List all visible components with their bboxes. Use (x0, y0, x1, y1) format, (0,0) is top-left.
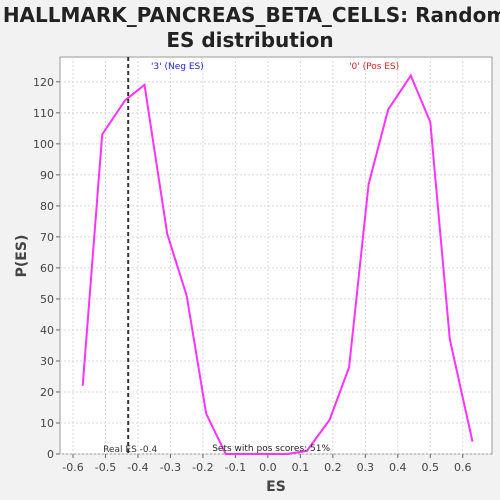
y-tick-label: 90 (40, 169, 54, 182)
x-tick-label: 0.6 (454, 461, 472, 474)
x-tick-label: -0.3 (160, 461, 181, 474)
x-tick-label: -0.2 (192, 461, 213, 474)
y-axis-title: P(ES) (14, 235, 30, 278)
x-tick-label: 0.3 (357, 461, 375, 474)
pos-es-label: '0' (Pos ES) (349, 62, 399, 72)
y-tick-label: 0 (47, 448, 54, 461)
neg-es-label: '3' (Neg ES) (151, 62, 204, 72)
x-tick-label: 0.1 (292, 461, 310, 474)
y-tick-label: 20 (40, 386, 54, 399)
x-tick-label: 0.2 (324, 461, 342, 474)
grid-layer (60, 57, 492, 455)
pos-scores-text: Sets with pos scores: 51% (212, 444, 330, 454)
ticks-layer: 0 10 20 30 40 50 60 70 80 90 100 110 120 -0.6 -0.5 -0.4… (33, 76, 472, 474)
real-es-label: Real ES -0.4 (103, 445, 157, 455)
y-tick-label: 120 (33, 76, 54, 89)
es-distribution-line (81, 73, 474, 455)
x-tick-label: -0.5 (95, 461, 116, 474)
x-tick-label: -0.4 (127, 461, 148, 474)
plot-area (59, 56, 493, 455)
x-tick-label: -0.1 (225, 461, 246, 474)
y-tick-label: 10 (40, 417, 54, 430)
x-tick-label: 0.0 (259, 461, 277, 474)
series-layer (81, 73, 474, 455)
y-tick-label: 100 (33, 138, 54, 151)
y-tick-label: 30 (40, 355, 54, 368)
x-tick-label: 0.4 (389, 461, 407, 474)
x-tick-label: 0.5 (422, 461, 440, 474)
y-tick-label: 70 (40, 231, 54, 244)
x-axis-title: ES (266, 479, 286, 495)
y-tick-label: 40 (40, 324, 54, 337)
y-tick-label: 80 (40, 200, 54, 213)
chart-title-line2: ES distribution (166, 28, 333, 52)
y-tick-label: 50 (40, 293, 54, 306)
y-tick-label: 60 (40, 262, 54, 275)
chart-title-line1: HALLMARK_PANCREAS_BETA_CELLS: Random (3, 3, 500, 27)
x-tick-label: -0.6 (62, 461, 83, 474)
y-tick-label: 110 (33, 107, 54, 120)
